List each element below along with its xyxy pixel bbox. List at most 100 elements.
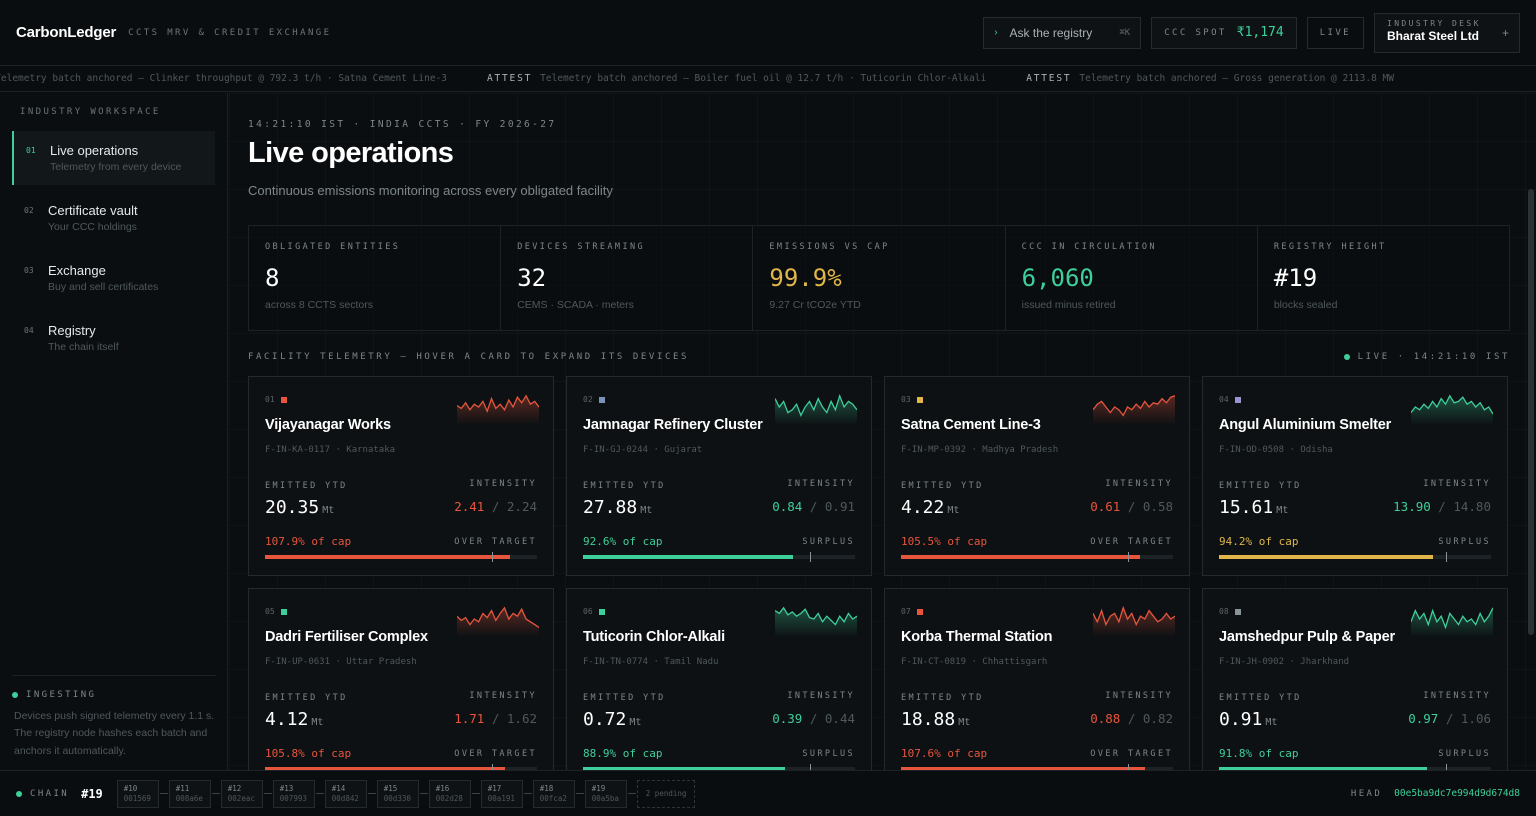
cap-progress-fill — [1219, 555, 1433, 559]
emitted-ytd-label: EMITTED YTD — [901, 481, 984, 491]
cap-progress-fill — [901, 767, 1145, 770]
live-toggle[interactable]: LIVE — [1306, 16, 1364, 49]
intensity-value: 0.61 / 0.58 — [1090, 499, 1173, 514]
chain-block[interactable]: #13 007993 — [272, 779, 315, 808]
facility-id: F-IN-OD-0508 · Odisha — [1219, 445, 1333, 455]
intensity-actual: 0.84 — [772, 499, 803, 514]
cap-progress-bar — [583, 764, 855, 770]
chain-dot-icon — [16, 790, 22, 797]
emitted-number: 27.88 — [583, 497, 638, 518]
intensity-actual: 1.71 — [454, 711, 485, 726]
intensity-actual: 0.39 — [772, 711, 803, 726]
brand-logo[interactable]: CarbonLedger — [16, 24, 117, 41]
sidebar-item-certificate-vault[interactable]: 02 Certificate vault Your CCC holdings — [12, 191, 215, 245]
block-link — [367, 793, 376, 794]
head-hash: 00e5ba9dc7e994d9d674d8 — [1394, 788, 1520, 799]
facility-card[interactable]: 05 Dadri Fertiliser Complex F-IN-UP-0631 ·… — [248, 588, 554, 770]
cap-progress-fill — [583, 555, 793, 559]
facility-card[interactable]: 04 Angul Aluminium Smelter F-IN-OD-0508 · … — [1202, 376, 1508, 576]
facility-color-marker — [598, 608, 605, 615]
scrollbar[interactable] — [1528, 189, 1534, 635]
facility-index: 02 — [583, 395, 605, 404]
facility-card[interactable]: 03 Satna Cement Line-3 F-IN-MP-0392 · Madh… — [884, 376, 1190, 576]
block-number: #11 — [175, 783, 190, 793]
spot-label: CCC SPOT — [1164, 27, 1227, 38]
facility-id: F-IN-CT-0819 · Chhattisgarh — [901, 657, 1048, 667]
chain-label: CHAIN — [30, 788, 70, 799]
intensity-actual: 2.41 — [454, 499, 485, 514]
stat-sublabel: issued minus retired — [1021, 299, 1116, 311]
intensity-label: INTENSITY — [1105, 691, 1173, 701]
desk-name: Bharat Steel Ltd — [1387, 28, 1480, 43]
intensity-target: 1.62 — [506, 711, 537, 726]
section-live-label: LIVE · 14:21:10 IST — [1357, 352, 1510, 362]
block-number: #17 — [487, 783, 502, 793]
block-number: #15 — [383, 783, 398, 793]
chain-block[interactable]: #16 002d28 — [428, 779, 471, 808]
sidebar-item-exchange[interactable]: 03 Exchange Buy and sell certificates — [12, 251, 215, 305]
intensity-label: INTENSITY — [787, 479, 855, 489]
facility-card[interactable]: 08 Jamshedpur Pulp & Paper F-IN-JH-0902 · … — [1202, 588, 1508, 770]
stat-value: 32 — [517, 264, 547, 292]
emitted-ytd-label: EMITTED YTD — [901, 693, 984, 703]
chain-block[interactable]: #19 00a5ba — [584, 779, 627, 808]
chain-block[interactable]: #11 008a6e — [168, 779, 211, 808]
emitted-value: 15.61 Mt — [1219, 497, 1288, 518]
emitted-number: 15.61 — [1219, 497, 1274, 518]
facility-card[interactable]: 01 Vijayanagar Works F-IN-KA-0117 · Karnat… — [248, 376, 554, 576]
cap-percentage: 94.2% of cap — [1219, 535, 1299, 548]
facility-card[interactable]: 06 Tuticorin Chlor-Alkali F-IN-TN-0774 · T… — [566, 588, 872, 770]
stat-label: OBLIGATED ENTITIES — [265, 242, 401, 252]
block-link — [523, 793, 532, 794]
intensity-separator: / — [1430, 499, 1454, 514]
emitted-number: 0.72 — [583, 709, 627, 730]
chain-footer: CHAIN #19 #10 001569 #11 008a6e #12 002eac #13… — [0, 770, 1536, 816]
emitted-unit: Mt — [947, 505, 960, 516]
intensity-value: 2.41 / 2.24 — [454, 499, 537, 514]
facility-card[interactable]: 02 Jamnagar Refinery Cluster F-IN-GJ-0244 … — [566, 376, 872, 576]
facility-number: 08 — [1219, 607, 1229, 616]
emitted-value: 20.35 Mt — [265, 497, 334, 518]
facility-index: 03 — [901, 395, 923, 404]
emitted-value: 4.12 Mt — [265, 709, 323, 730]
cap-marker — [491, 764, 493, 770]
chain-block[interactable]: #10 001569 — [116, 779, 159, 808]
facility-id: F-IN-MP-0392 · Madhya Pradesh — [901, 445, 1059, 455]
emitted-value: 4.22 Mt — [901, 497, 959, 518]
facility-number: 02 — [583, 395, 593, 404]
sparkline-line — [775, 606, 857, 626]
block-number: #19 — [591, 783, 606, 793]
industry-desk-switcher[interactable]: INDUSTRY DESK Bharat Steel Ltd + — [1374, 12, 1520, 53]
ingesting-title: INGESTING — [26, 689, 97, 700]
nav-number: 03 — [24, 266, 34, 275]
chain-block[interactable]: #17 00a191 — [480, 779, 523, 808]
sidebar-item-registry[interactable]: 04 Registry The chain itself — [12, 311, 215, 365]
sparkline-line — [1093, 605, 1175, 627]
sparkline-area — [1093, 395, 1175, 425]
intensity-label: INTENSITY — [469, 479, 537, 489]
facility-number: 04 — [1219, 395, 1229, 404]
stat-label: EMISSIONS VS CAP — [769, 242, 890, 252]
intensity-separator: / — [484, 711, 507, 726]
chain-block[interactable]: #14 00d842 — [324, 779, 367, 808]
emitted-unit: Mt — [629, 717, 642, 728]
chain-block[interactable]: #18 00fca2 — [532, 779, 575, 808]
facility-index: 06 — [583, 607, 605, 616]
emitted-unit: Mt — [1265, 717, 1278, 728]
chain-block[interactable]: #15 00d330 — [376, 779, 419, 808]
chain-height: #19 — [81, 786, 103, 801]
intensity-label: INTENSITY — [1423, 479, 1491, 489]
facility-card[interactable]: 07 Korba Thermal Station F-IN-CT-0819 · Ch… — [884, 588, 1190, 770]
intensity-target: 14.80 — [1453, 499, 1491, 514]
stat-value: 6,060 — [1021, 264, 1094, 292]
top-right-actions: › Ask the registry ⌘K CCC SPOT ₹1,174 LI… — [983, 12, 1520, 53]
block-link — [627, 793, 636, 794]
stat-label: REGISTRY HEIGHT — [1273, 242, 1387, 252]
chain-block[interactable]: #12 002eac — [220, 779, 263, 808]
nav-sublabel: Telemetry from every device — [50, 161, 182, 173]
block-number: #10 — [123, 783, 138, 793]
ask-registry-button[interactable]: › Ask the registry ⌘K — [983, 16, 1142, 49]
intensity-value: 1.71 / 1.62 — [454, 711, 537, 726]
cap-progress-bar — [265, 764, 537, 770]
sidebar-item-live-operations[interactable]: 01 Live operations Telemetry from every de… — [12, 131, 215, 185]
